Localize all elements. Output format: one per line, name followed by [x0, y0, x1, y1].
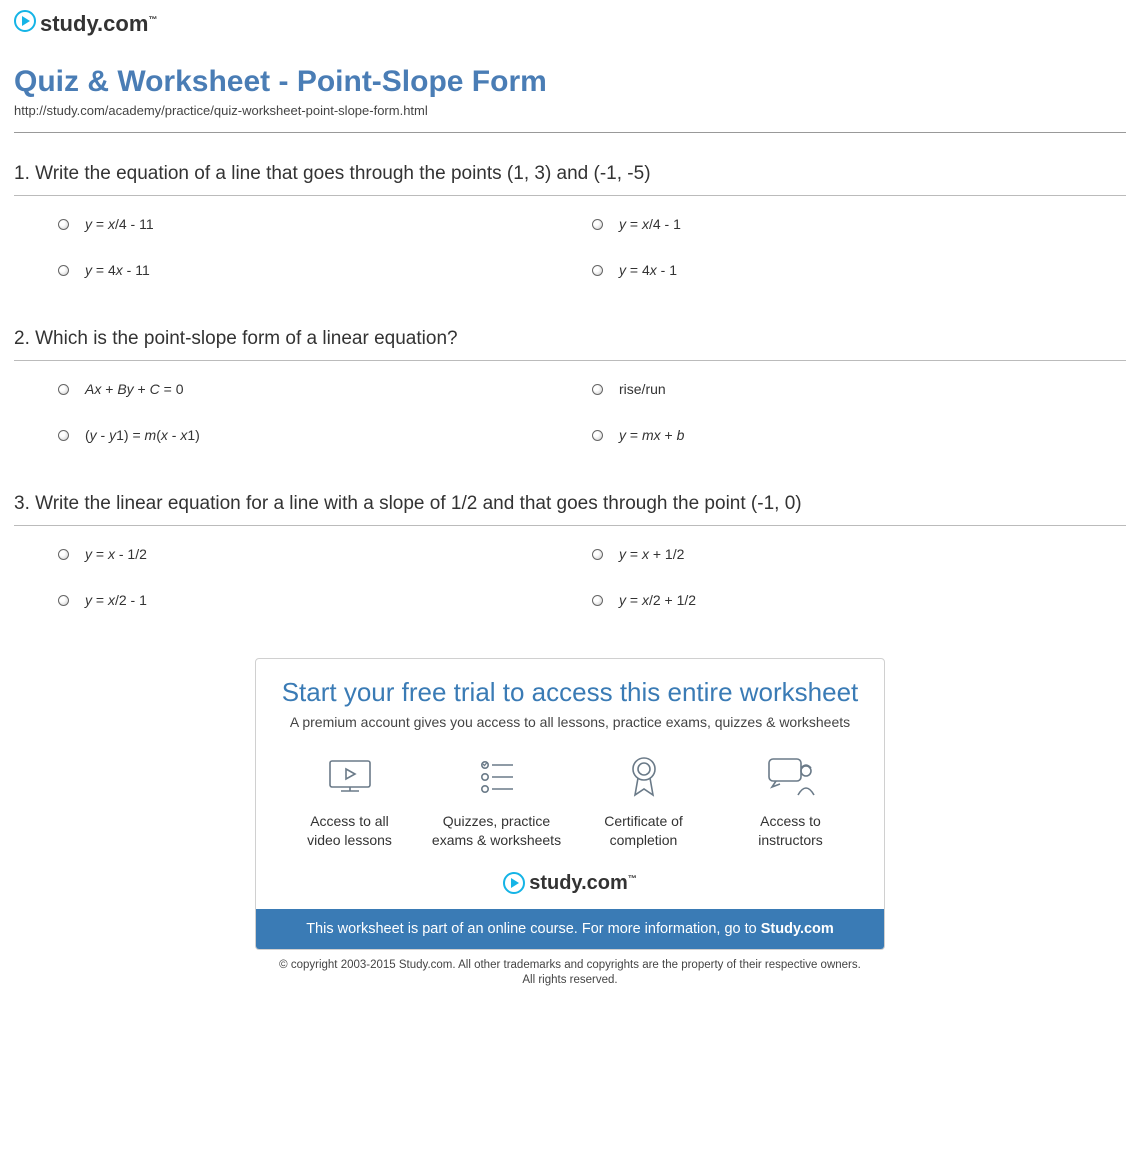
- question-text: 3. Write the linear equation for a line …: [14, 493, 1126, 519]
- answer-text: rise/run: [619, 381, 666, 397]
- benefit-item: Access to allvideo lessons: [280, 752, 420, 850]
- benefit-item: Quizzes, practiceexams & worksheets: [427, 752, 567, 850]
- page-url: http://study.com/academy/practice/quiz-w…: [14, 103, 1126, 118]
- radio-icon[interactable]: [58, 265, 69, 276]
- radio-icon[interactable]: [58, 384, 69, 395]
- answer-option[interactable]: rise/run: [592, 381, 1126, 397]
- answer-text: y = x/2 - 1: [85, 592, 147, 608]
- promo-title: Start your free trial to access this ent…: [256, 659, 884, 708]
- radio-icon[interactable]: [58, 430, 69, 441]
- radio-icon[interactable]: [592, 384, 603, 395]
- radio-icon[interactable]: [592, 265, 603, 276]
- answer-option[interactable]: y = 4x - 1: [592, 262, 1126, 278]
- answer-text: y = x/4 - 11: [85, 216, 154, 232]
- question-text: 1. Write the equation of a line that goe…: [14, 163, 1126, 189]
- promo-brand-name: study.com: [529, 872, 628, 894]
- radio-icon[interactable]: [592, 549, 603, 560]
- question-text: 2. Which is the point-slope form of a li…: [14, 328, 1126, 354]
- promo-bar-link[interactable]: Study.com: [761, 921, 834, 937]
- answer-text: y = x - 1/2: [85, 546, 147, 562]
- radio-icon[interactable]: [58, 219, 69, 230]
- divider: [14, 132, 1126, 133]
- radio-icon[interactable]: [592, 219, 603, 230]
- brand-name: study.com™: [40, 11, 157, 37]
- copyright-line2: All rights reserved.: [255, 973, 885, 989]
- answer-text: y = x/4 - 1: [619, 216, 681, 232]
- benefit-item: Access toinstructors: [721, 752, 861, 850]
- answer-text: y = x/2 + 1/2: [619, 592, 696, 608]
- answer-text: y = 4x - 11: [85, 262, 150, 278]
- promo-box: Start your free trial to access this ent…: [255, 658, 885, 950]
- answer-option[interactable]: y = 4x - 11: [58, 262, 592, 278]
- answers-grid: y = x - 1/2 y = x + 1/2 y = x/2 - 1 y = x/2…: [14, 546, 1126, 608]
- answer-text: Ax + By + C = 0: [85, 381, 184, 397]
- answer-text: y = 4x - 1: [619, 262, 677, 278]
- benefit-text: Access to allvideo lessons: [307, 812, 392, 850]
- page-title: Quiz & Worksheet - Point-Slope Form: [14, 65, 1126, 99]
- answer-text: y = x + 1/2: [619, 546, 684, 562]
- benefit-item: Certificate ofcompletion: [574, 752, 714, 850]
- video-icon: [327, 752, 373, 802]
- promo-subtitle: A premium account gives you access to al…: [256, 714, 884, 730]
- answer-option[interactable]: y = mx + b: [592, 427, 1126, 443]
- divider: [14, 360, 1126, 361]
- benefit-text: Access toinstructors: [758, 812, 823, 850]
- promo-brand-tm: ™: [628, 873, 637, 883]
- play-icon: [14, 10, 36, 37]
- copyright: © copyright 2003-2015 Study.com. All oth…: [255, 958, 885, 989]
- divider: [14, 525, 1126, 526]
- answers-grid: Ax + By + C = 0 rise/run (y - y1) = m(x - …: [14, 381, 1126, 443]
- answer-option[interactable]: y = x + 1/2: [592, 546, 1126, 562]
- answer-option[interactable]: y = x - 1/2: [58, 546, 592, 562]
- answer-option[interactable]: (y - y1) = m(x - x1): [58, 427, 592, 443]
- promo-bar: This worksheet is part of an online cour…: [256, 909, 884, 949]
- radio-icon[interactable]: [58, 549, 69, 560]
- answers-grid: y = x/4 - 11 y = x/4 - 1 y = 4x - 11 y = 4x…: [14, 216, 1126, 278]
- question-block: 3. Write the linear equation for a line …: [14, 493, 1126, 608]
- question-block: 1. Write the equation of a line that goe…: [14, 163, 1126, 278]
- ribbon-icon: [624, 752, 664, 802]
- answer-option[interactable]: y = x/2 - 1: [58, 592, 592, 608]
- radio-icon[interactable]: [58, 595, 69, 606]
- question-block: 2. Which is the point-slope form of a li…: [14, 328, 1126, 443]
- divider: [14, 195, 1126, 196]
- answer-option[interactable]: y = x/2 + 1/2: [592, 592, 1126, 608]
- copyright-line1: © copyright 2003-2015 Study.com. All oth…: [255, 958, 885, 974]
- instructor-icon: [766, 752, 816, 802]
- promo-brand-logo: study.com™: [256, 872, 884, 895]
- answer-text: (y - y1) = m(x - x1): [85, 427, 200, 443]
- answer-option[interactable]: y = x/4 - 1: [592, 216, 1126, 232]
- benefit-text: Quizzes, practiceexams & worksheets: [432, 812, 561, 850]
- benefit-text: Certificate ofcompletion: [604, 812, 683, 850]
- answer-text: y = mx + b: [619, 427, 684, 443]
- brand-logo: study.com™: [14, 10, 1126, 37]
- answer-option[interactable]: y = x/4 - 11: [58, 216, 592, 232]
- radio-icon[interactable]: [592, 430, 603, 441]
- list-icon: [477, 752, 517, 802]
- promo-bar-text: This worksheet is part of an online cour…: [306, 921, 761, 937]
- benefits-row: Access to allvideo lessons Quizzes, pract…: [256, 752, 884, 868]
- answer-option[interactable]: Ax + By + C = 0: [58, 381, 592, 397]
- radio-icon[interactable]: [592, 595, 603, 606]
